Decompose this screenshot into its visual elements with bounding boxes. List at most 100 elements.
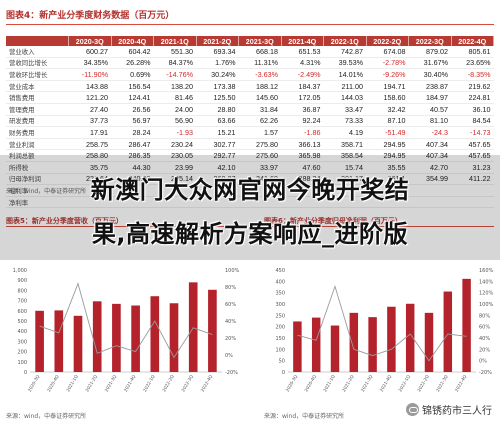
table-cell: -2.78% xyxy=(366,57,409,70)
table-cell: 42.70 xyxy=(408,161,451,174)
table-cell: 81.46 xyxy=(153,91,196,104)
table-cell: 194.71 xyxy=(366,80,409,93)
x-tick-label: 2021-4Q xyxy=(123,373,138,393)
table-cell: 302.77 xyxy=(196,138,239,151)
table-cell: 407.34 xyxy=(408,138,451,151)
table-cell: 292.77 xyxy=(196,149,239,162)
figure6-source: 来源：wind，中泰证券研究所 xyxy=(264,413,345,420)
table-cell: 288.24 xyxy=(281,173,324,186)
y-tick-label: 600 xyxy=(17,309,27,315)
y-tick-label: 300 xyxy=(17,339,27,345)
y2-tick-label: 60% xyxy=(225,302,236,308)
table-cell: 158.60 xyxy=(366,91,409,104)
row-label: 净利率 xyxy=(6,196,69,209)
table-row: 利润总额 258.80 286.35 230.05 292.77 275.60 365.98… xyxy=(6,149,494,162)
table-cell: 224.81 xyxy=(451,91,494,104)
table-cell: 143.88 xyxy=(68,80,111,93)
y-tick-label: 50 xyxy=(279,359,285,365)
table-cell: 73.33 xyxy=(323,115,366,128)
table-cell: 39.53% xyxy=(323,57,366,70)
table-cell: 275.80 xyxy=(238,138,281,151)
table-cell: 35.55 xyxy=(366,161,409,174)
table-cell: 286.35 xyxy=(111,149,154,162)
table-cell: 24.00 xyxy=(153,103,196,116)
table-cell: 124.41 xyxy=(111,91,154,104)
headline-line1: 新澳门大众网官网今晚开奖结 xyxy=(90,176,410,204)
x-tick-label: 2022-1Q xyxy=(397,373,412,393)
y2-tick-label: 140% xyxy=(479,279,494,285)
table-cell xyxy=(111,184,154,197)
y2-tick-label: 160% xyxy=(479,268,494,274)
bar xyxy=(349,312,359,372)
y-tick-label: 100 xyxy=(275,347,285,353)
x-tick-label: 2021-4Q xyxy=(379,373,394,393)
table-cell: 15.74 xyxy=(323,161,366,174)
y-tick-label: 800 xyxy=(17,288,27,294)
figure4-title-rule xyxy=(6,24,494,25)
financial-table: 2020-3Q 2020-4Q 2021-1Q 2021-2Q 2021-3Q 2021-… xyxy=(6,36,494,209)
row-label: 营收同比增长 xyxy=(6,57,69,70)
table-cell xyxy=(196,184,239,197)
table-cell: 604.42 xyxy=(111,46,154,58)
table-cell: -11.90% xyxy=(68,68,111,81)
y2-tick-label: 100% xyxy=(225,268,240,274)
y-tick-label: 450 xyxy=(275,268,285,274)
table-row: 净利率 xyxy=(6,196,494,209)
table-row: 毛利率 xyxy=(6,184,494,197)
table-row: 归母净利润 222.64 240.00 205.14 260.87 241.69 288.2… xyxy=(6,173,494,186)
bar xyxy=(188,282,198,372)
figure5-title-rule xyxy=(6,226,236,227)
table-cell: 184.37 xyxy=(281,80,324,93)
table-cell: -9.26% xyxy=(366,68,409,81)
y2-tick-label: 80% xyxy=(225,285,236,291)
table-cell: 173.38 xyxy=(196,80,239,93)
table-cell: 674.08 xyxy=(366,46,409,58)
table-cell: 358.71 xyxy=(323,138,366,151)
table-cell xyxy=(451,196,494,209)
table-cell: 551.30 xyxy=(153,46,196,58)
y-tick-label: 200 xyxy=(275,325,285,331)
table-cell: -24.3 xyxy=(408,126,451,139)
column-header: 2020-4Q xyxy=(111,36,154,46)
x-tick-label: 2022-1Q xyxy=(142,373,157,393)
row-label: 营业收入 xyxy=(6,46,69,58)
figure4-title: 图表4：新产业分季度财务数据（百万元） xyxy=(6,11,175,21)
table-cell xyxy=(153,196,196,209)
table-cell: 31.67% xyxy=(408,57,451,70)
table-cell: 651.53 xyxy=(281,46,324,58)
table-body: 营业收入 600.27 604.42 551.30 693.34 668.18 651.53… xyxy=(6,46,494,209)
table-cell: 693.34 xyxy=(196,46,239,58)
row-label: 毛利率 xyxy=(6,184,69,197)
y2-tick-label: 20% xyxy=(225,336,236,342)
table-cell: 26.56 xyxy=(111,103,154,116)
table-cell: 31.84 xyxy=(238,103,281,116)
table-cell: 358.54 xyxy=(323,149,366,162)
table-cell xyxy=(451,184,494,197)
y-tick-label: 300 xyxy=(275,302,285,308)
bar xyxy=(311,317,321,372)
column-header: 2021-1Q xyxy=(153,36,197,46)
headline-line2: 果,高速解析方案响应_进阶版 xyxy=(91,220,409,248)
table-row: 所得税 35.75 44.30 23.99 42.10 33.97 47.60 15.74 35… xyxy=(6,161,494,174)
table-cell: 62.26 xyxy=(238,115,281,128)
figure6-title-rule xyxy=(264,226,494,227)
bar xyxy=(462,278,471,372)
table-cell: 34.35% xyxy=(68,57,111,70)
y2-tick-label: -20% xyxy=(479,370,492,376)
y-tick-label: 1,000 xyxy=(13,268,27,274)
bar xyxy=(35,310,44,372)
table-cell: 56.90 xyxy=(153,115,196,128)
table-cell: 56.97 xyxy=(111,115,154,128)
table-cell: 4.19 xyxy=(323,126,366,139)
x-tick-label: 2022-4Q xyxy=(200,373,215,393)
table-cell: 301.17 xyxy=(323,173,366,186)
table-cell xyxy=(323,184,366,197)
x-tick-label: 2022-3Q xyxy=(180,373,195,393)
revenue-chart: 1,000 900 800 700 600 500 400 300 200 100 0 100% 80%… xyxy=(13,268,240,393)
table-cell: 275.60 xyxy=(238,149,281,162)
table-cell: 14.01% xyxy=(323,68,366,81)
row-label: 研发费用 xyxy=(6,115,69,128)
y-tick-label: 150 xyxy=(275,336,285,342)
y2-tick-label: 20% xyxy=(479,347,490,353)
table-cell: -1.86 xyxy=(281,126,324,139)
